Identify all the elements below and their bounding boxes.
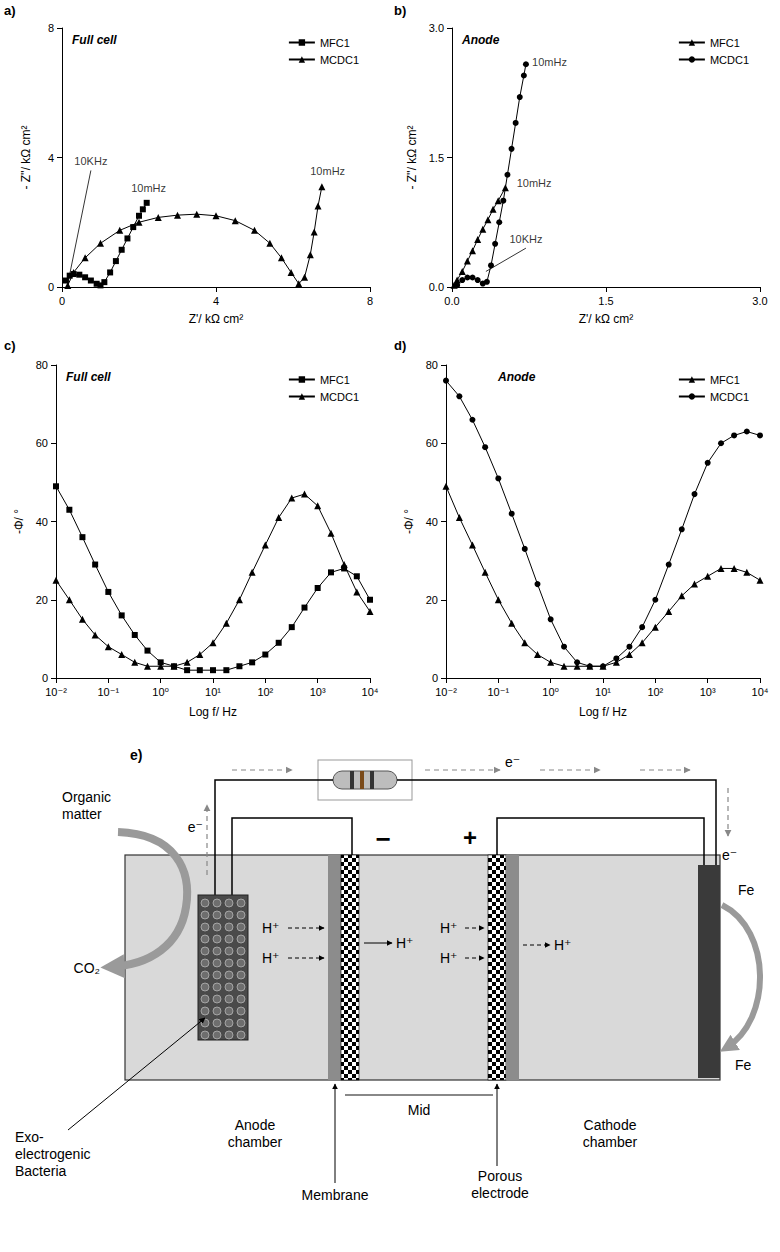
svg-text:b): b) bbox=[394, 3, 406, 18]
svg-text:10⁰: 10⁰ bbox=[542, 686, 559, 698]
svg-text:10⁴: 10⁴ bbox=[752, 686, 769, 698]
svg-text:c): c) bbox=[4, 338, 16, 353]
svg-text:Anode: Anode bbox=[497, 370, 536, 384]
svg-text:Exo-electrogenicBacteria: Exo-electrogenicBacteria bbox=[15, 1129, 91, 1179]
svg-text:H⁺: H⁺ bbox=[262, 950, 280, 966]
svg-text:10²: 10² bbox=[647, 686, 663, 698]
svg-text:8: 8 bbox=[48, 22, 54, 34]
svg-text:10⁻²: 10⁻² bbox=[435, 686, 457, 698]
svg-text:Full cell: Full cell bbox=[72, 33, 117, 47]
svg-text:H⁺: H⁺ bbox=[262, 920, 280, 936]
svg-text:10⁻¹: 10⁻¹ bbox=[487, 686, 509, 698]
svg-text:Organicmatter: Organicmatter bbox=[62, 789, 111, 822]
svg-text:40: 40 bbox=[426, 516, 438, 528]
svg-text:10⁴: 10⁴ bbox=[362, 686, 379, 698]
svg-text:20: 20 bbox=[426, 594, 438, 606]
svg-text:0: 0 bbox=[48, 281, 54, 293]
svg-text:4: 4 bbox=[213, 295, 219, 307]
svg-text:H⁺: H⁺ bbox=[554, 937, 572, 953]
svg-text:0: 0 bbox=[42, 672, 48, 684]
svg-text:0: 0 bbox=[59, 295, 65, 307]
svg-text:60: 60 bbox=[36, 437, 48, 449]
svg-text:d): d) bbox=[394, 338, 406, 353]
svg-text:10⁰: 10⁰ bbox=[152, 686, 169, 698]
svg-text:Log f/ Hz: Log f/ Hz bbox=[579, 705, 627, 719]
svg-text:10³: 10³ bbox=[700, 686, 716, 698]
svg-text:1.5: 1.5 bbox=[429, 152, 444, 164]
svg-text:MFC1: MFC1 bbox=[320, 374, 350, 386]
svg-text:3.0: 3.0 bbox=[752, 295, 767, 307]
svg-text:-Φ/ °: -Φ/ ° bbox=[402, 509, 416, 534]
svg-text:H⁺: H⁺ bbox=[440, 920, 458, 936]
svg-text:Z'/ kΩ cm²: Z'/ kΩ cm² bbox=[579, 312, 634, 326]
svg-text:0: 0 bbox=[432, 672, 438, 684]
svg-text:e⁻: e⁻ bbox=[505, 754, 520, 770]
svg-text:0.0: 0.0 bbox=[444, 295, 459, 307]
svg-text:1.5: 1.5 bbox=[598, 295, 613, 307]
svg-text:40: 40 bbox=[36, 516, 48, 528]
svg-text:-Φ/ °: -Φ/ ° bbox=[12, 509, 26, 534]
svg-text:10⁻¹: 10⁻¹ bbox=[97, 686, 119, 698]
svg-text:CO₂: CO₂ bbox=[74, 960, 100, 976]
svg-text:10⁻²: 10⁻² bbox=[45, 686, 67, 698]
svg-text:Membrane: Membrane bbox=[302, 1187, 369, 1203]
svg-text:10¹: 10¹ bbox=[595, 686, 611, 698]
svg-text:H⁺: H⁺ bbox=[396, 935, 414, 951]
svg-text:Porouselectrode: Porouselectrode bbox=[471, 1168, 529, 1201]
svg-text:a): a) bbox=[4, 3, 16, 18]
svg-text:e⁻: e⁻ bbox=[188, 819, 203, 835]
svg-text:8: 8 bbox=[367, 295, 373, 307]
svg-text:- Z''/ kΩ cm²: - Z''/ kΩ cm² bbox=[19, 125, 33, 189]
svg-text:80: 80 bbox=[426, 359, 438, 371]
svg-text:MFC1: MFC1 bbox=[710, 374, 740, 386]
svg-text:Fe: Fe bbox=[738, 882, 755, 898]
svg-text:Full cell: Full cell bbox=[66, 370, 111, 384]
svg-text:e⁻: e⁻ bbox=[722, 847, 737, 863]
svg-text:10¹: 10¹ bbox=[205, 686, 221, 698]
svg-text:4: 4 bbox=[48, 152, 54, 164]
svg-text:−: − bbox=[375, 824, 390, 854]
svg-text:10KHz: 10KHz bbox=[509, 233, 542, 245]
svg-text:Anodechamber: Anodechamber bbox=[228, 1117, 283, 1150]
svg-text:MCDC1: MCDC1 bbox=[320, 391, 359, 403]
svg-text:Fe: Fe bbox=[735, 1057, 752, 1073]
svg-text:- Z''/ kΩ cm²: - Z''/ kΩ cm² bbox=[405, 125, 419, 189]
svg-text:MCDC1: MCDC1 bbox=[710, 54, 749, 66]
svg-text:10²: 10² bbox=[257, 686, 273, 698]
svg-text:10mHz: 10mHz bbox=[517, 177, 552, 189]
svg-text:MCDC1: MCDC1 bbox=[320, 54, 359, 66]
svg-text:20: 20 bbox=[36, 594, 48, 606]
svg-text:10mHz: 10mHz bbox=[310, 165, 345, 177]
svg-text:MFC1: MFC1 bbox=[710, 37, 740, 49]
svg-text:Log f/ Hz: Log f/ Hz bbox=[189, 705, 237, 719]
svg-text:Z'/ kΩ cm²: Z'/ kΩ cm² bbox=[189, 312, 244, 326]
svg-text:H⁺: H⁺ bbox=[440, 950, 458, 966]
svg-text:10KHz: 10KHz bbox=[74, 155, 107, 167]
svg-text:0.0: 0.0 bbox=[429, 281, 444, 293]
svg-text:10mHz: 10mHz bbox=[532, 56, 567, 68]
svg-text:e): e) bbox=[130, 747, 142, 763]
svg-text:80: 80 bbox=[36, 359, 48, 371]
svg-text:10mHz: 10mHz bbox=[131, 182, 166, 194]
svg-text:MFC1: MFC1 bbox=[320, 37, 350, 49]
svg-text:Mid: Mid bbox=[408, 1102, 431, 1118]
svg-text:Cathodechamber: Cathodechamber bbox=[583, 1117, 638, 1150]
svg-text:3.0: 3.0 bbox=[429, 22, 444, 34]
svg-text:+: + bbox=[463, 824, 477, 851]
svg-text:60: 60 bbox=[426, 437, 438, 449]
svg-text:10³: 10³ bbox=[310, 686, 326, 698]
svg-text:MCDC1: MCDC1 bbox=[710, 391, 749, 403]
svg-text:Anode: Anode bbox=[461, 33, 500, 47]
